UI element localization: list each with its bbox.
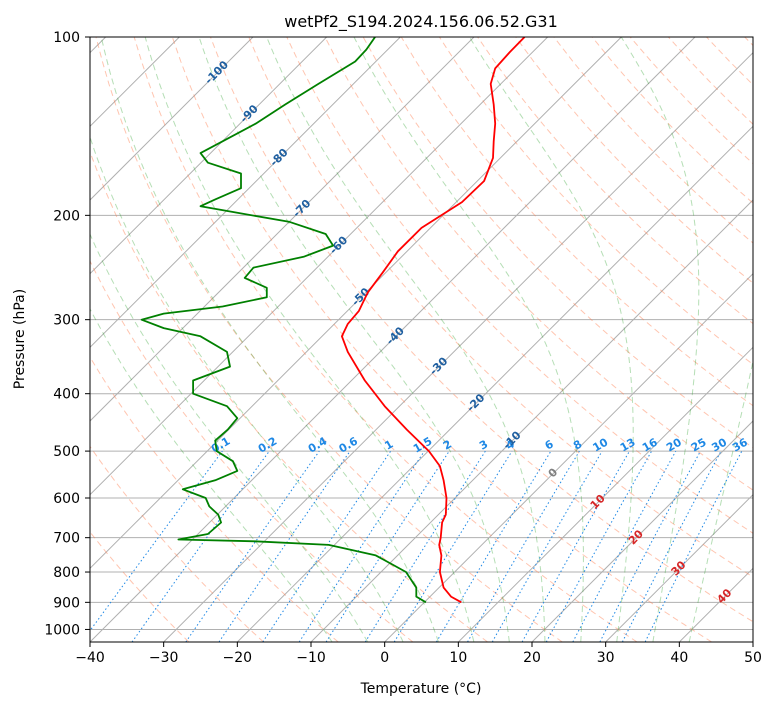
isotherm-line xyxy=(90,37,622,570)
x-tick-label: 0 xyxy=(380,650,389,666)
temperature-trace xyxy=(341,37,526,604)
chart-title: wetPf2_S194.2024.156.06.52.G31 xyxy=(284,12,558,32)
isotherm-line xyxy=(90,37,475,422)
moist-adiabat xyxy=(688,358,753,642)
plot-frame xyxy=(89,36,754,643)
x-tick-label: −10 xyxy=(296,650,326,666)
moist-adiabat xyxy=(90,232,369,642)
moist-adiabat xyxy=(198,37,510,642)
dry-adiabat xyxy=(95,37,563,642)
isotherm-line xyxy=(236,125,753,642)
mixing-ratio-line xyxy=(393,450,513,642)
moist-adiabat xyxy=(266,37,546,642)
isotherm-line xyxy=(90,37,549,496)
x-tick-label: 40 xyxy=(670,650,688,666)
isotherm-line xyxy=(90,37,328,275)
y-tick-label: 100 xyxy=(53,30,80,46)
y-tick-label: 400 xyxy=(53,387,80,403)
dry-adiabat xyxy=(90,445,264,642)
isotherm-line xyxy=(384,272,753,642)
isotherm-line xyxy=(90,37,254,201)
x-tick-label: 10 xyxy=(449,650,467,666)
mixing-ratio-line xyxy=(185,450,320,642)
y-tick-label: 500 xyxy=(53,444,80,460)
y-tick-label: 800 xyxy=(53,565,80,581)
dry-adiabat xyxy=(286,37,753,534)
mixing-ratio-line xyxy=(545,450,653,642)
dry-adiabat xyxy=(90,259,414,642)
dry-adiabat xyxy=(171,37,712,642)
mixing-ratio-line xyxy=(298,450,425,642)
y-axis: 100 200 300 400 500 600 700 800 900 1000 xyxy=(44,30,90,638)
dry-adiabat xyxy=(324,37,753,491)
x-tick-label: −30 xyxy=(149,650,179,666)
mixing-ratio-line xyxy=(262,450,392,642)
moist-adiabat xyxy=(353,37,584,642)
isotherm-line xyxy=(457,346,753,642)
y-tick-label: 300 xyxy=(53,313,80,329)
mixing-ratio-line xyxy=(572,450,677,642)
isotherm-line xyxy=(605,493,753,642)
x-tick-label: −20 xyxy=(223,650,253,666)
x-axis-label: Temperature (°C) xyxy=(360,681,482,697)
y-tick-label: 1000 xyxy=(44,622,80,638)
mixing-ratio-line xyxy=(521,450,630,642)
mixing-ratio-line xyxy=(131,450,270,642)
y-tick-label: 700 xyxy=(53,531,80,547)
dry-adiabat xyxy=(90,356,339,642)
x-tick-label: −40 xyxy=(75,650,105,666)
y-tick-label: 900 xyxy=(53,595,80,611)
isotherm-line xyxy=(531,420,753,642)
mixing-ratio-line xyxy=(644,450,743,642)
isotherm-line xyxy=(90,37,696,642)
dewpoint-trace xyxy=(140,37,427,604)
moist-adiabat xyxy=(90,135,404,642)
dry-adiabat xyxy=(210,37,753,623)
mixing-ratio-line xyxy=(90,450,223,632)
y-tick-label: 200 xyxy=(53,208,80,224)
mixing-ratio-line xyxy=(325,450,450,642)
dry-adiabat xyxy=(515,37,753,284)
y-tick-label: 600 xyxy=(53,491,80,507)
x-tick-label: 50 xyxy=(744,650,762,666)
moist-adiabat xyxy=(620,37,700,642)
x-tick-label: 20 xyxy=(523,650,541,666)
dry-adiabat xyxy=(248,37,753,578)
x-axis: −40 −30 −20 −10 0 10 20 30 40 50 xyxy=(75,642,762,666)
x-tick-label: 30 xyxy=(597,650,615,666)
moist-adiabat xyxy=(144,37,475,642)
isotherm-line xyxy=(310,199,753,642)
profile-traces xyxy=(140,37,526,604)
y-axis-label: Pressure (hPa) xyxy=(12,289,28,389)
isotherm-line xyxy=(90,37,401,349)
mixing-ratio-line xyxy=(218,450,351,642)
moist-adiabat xyxy=(90,308,333,642)
